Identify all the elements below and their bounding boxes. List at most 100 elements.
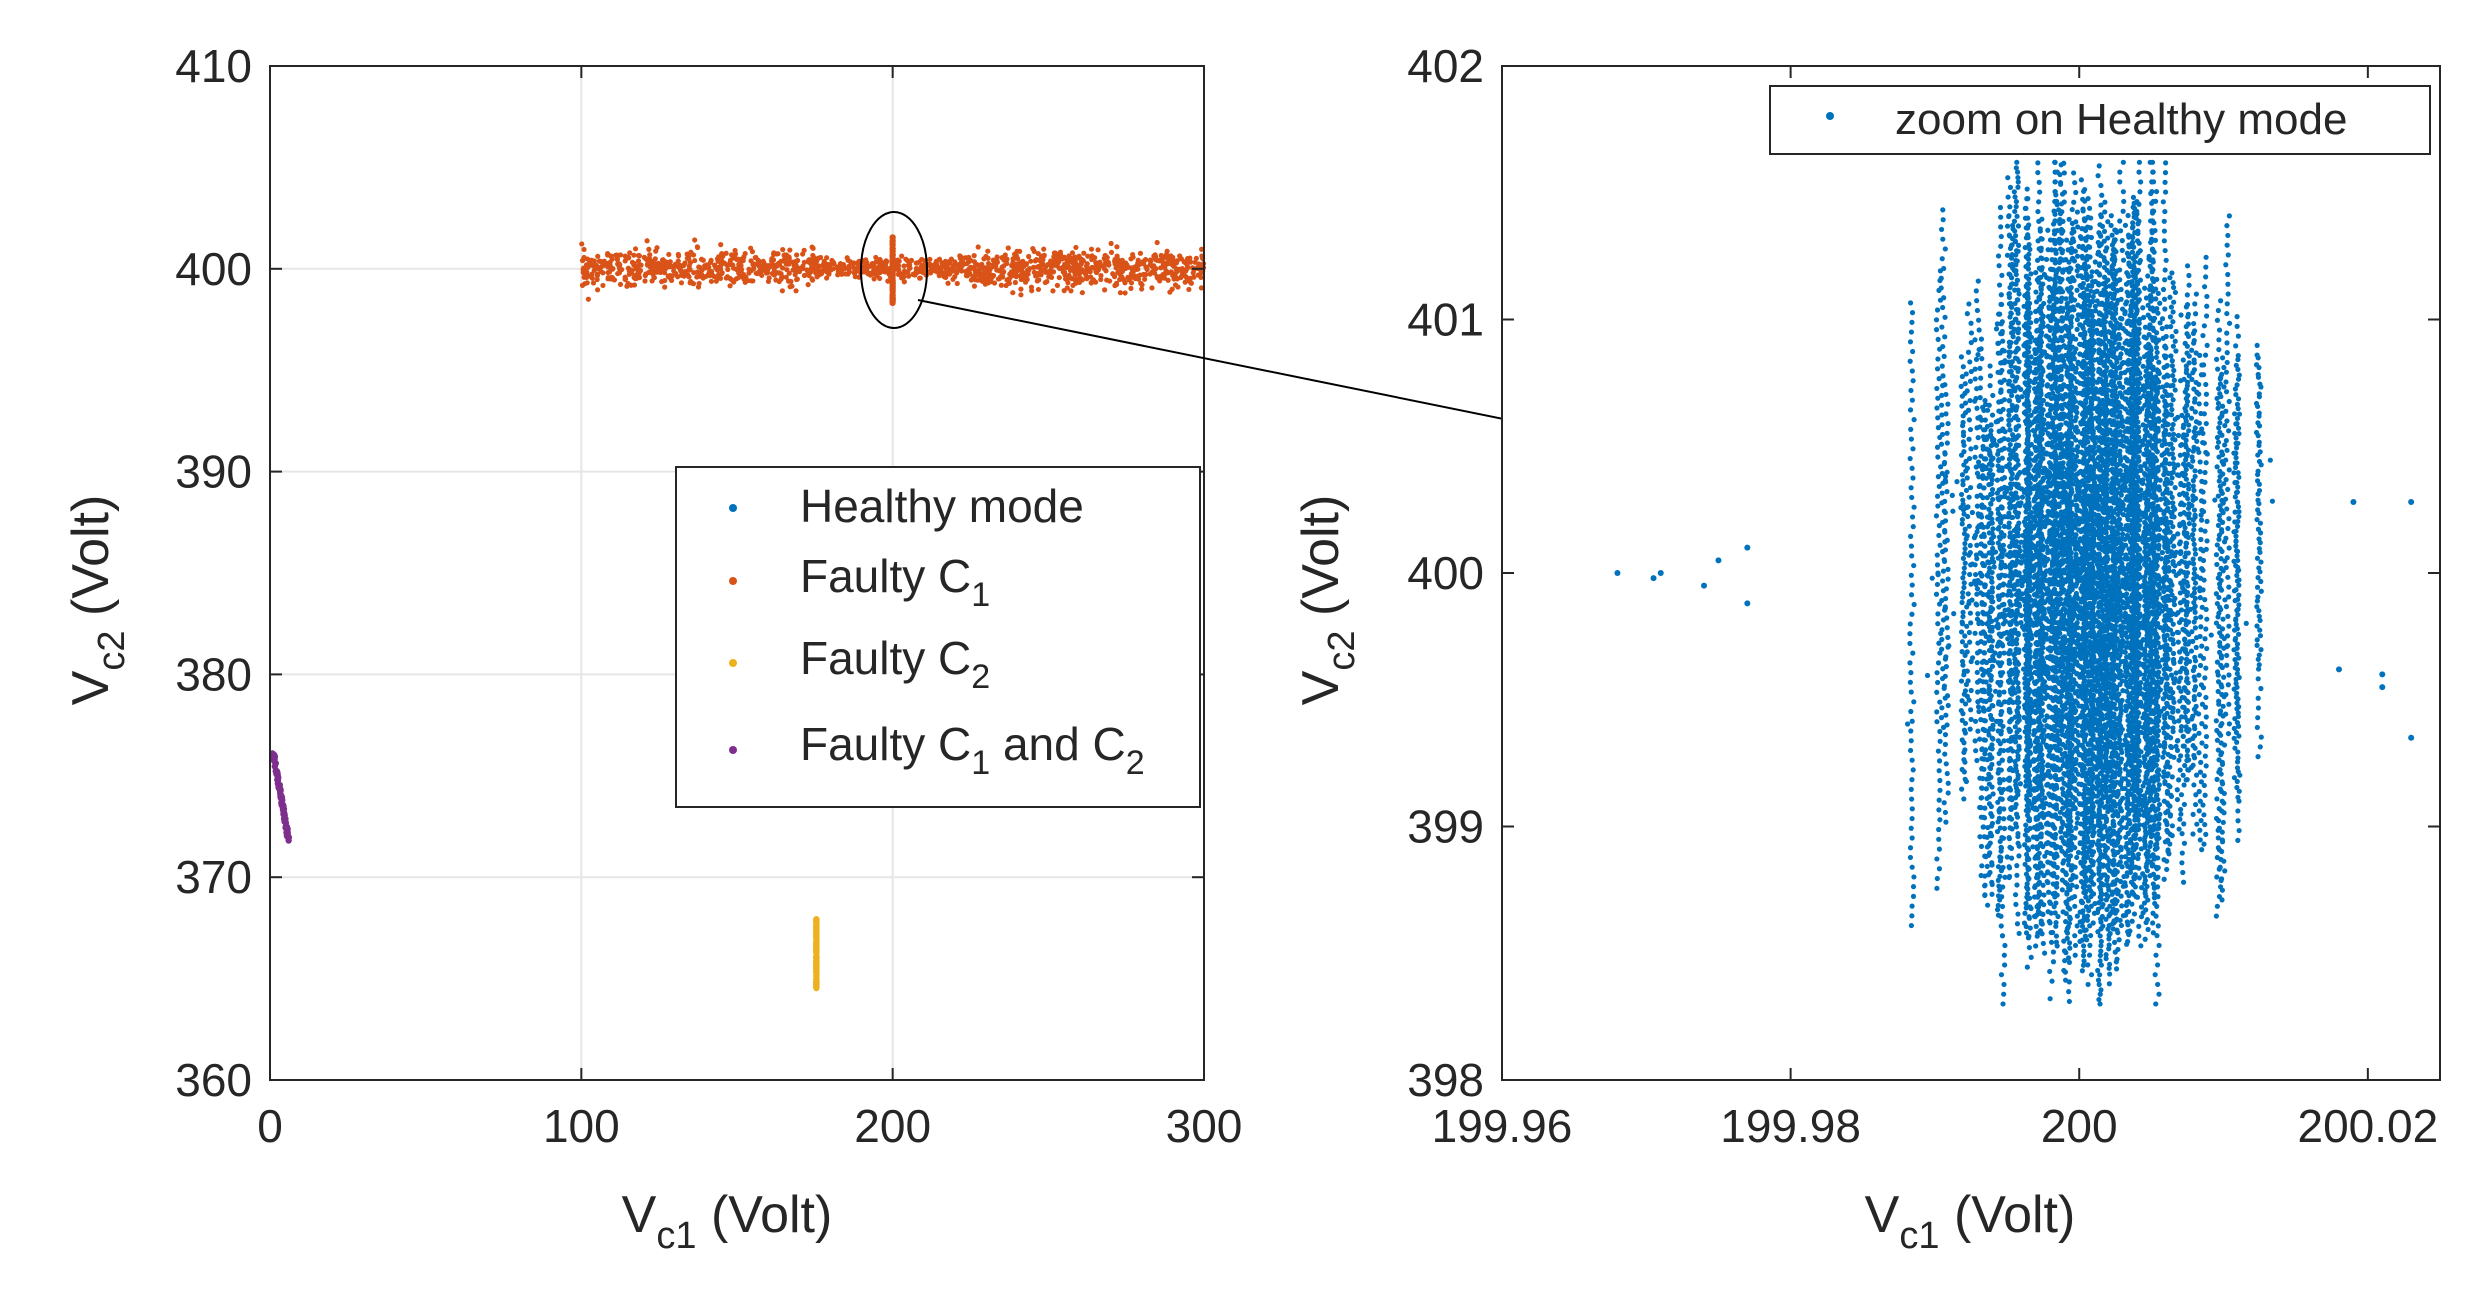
left-x-tick-label: 100 — [543, 1100, 620, 1152]
zoom-healthy-point — [1907, 679, 1913, 685]
zoom-healthy-point — [1977, 365, 1983, 371]
zoom-healthy-point — [1938, 715, 1945, 721]
faulty-c1-point — [742, 250, 748, 257]
zoom-healthy-point — [1962, 546, 1968, 552]
zoom-healthy-point — [2156, 438, 2162, 444]
zoom-healthy-point — [1998, 923, 2004, 929]
faulty-c1-point — [809, 277, 816, 283]
faulty-c1-point — [1062, 276, 1069, 282]
zoom-healthy-point — [2014, 159, 2020, 165]
zoom-healthy-point — [1941, 353, 1947, 359]
faulty-c1-point — [766, 275, 772, 281]
healthy-overlap-point — [889, 237, 896, 244]
faulty-c1-c2-point — [279, 801, 287, 809]
zoom-healthy-point — [2169, 426, 2175, 432]
legend-marker-faulty-c1 — [729, 577, 737, 585]
left-y-tick-label: 400 — [175, 243, 252, 295]
faulty-c1-point — [1153, 254, 1159, 260]
zoom-healthy-point — [2156, 359, 2162, 365]
zoom-healthy-point — [1961, 727, 1968, 733]
zoom-healthy-point — [2024, 964, 2030, 970]
zoom-healthy-point — [2154, 866, 2160, 872]
faulty-c1-point — [971, 283, 978, 289]
zoom-healthy-point — [2234, 739, 2240, 745]
zoom-healthy-point — [1909, 835, 1915, 841]
faulty-c1-point — [1147, 271, 1153, 277]
zoom-healthy-point — [1908, 708, 1914, 715]
faulty-c1-point — [644, 262, 651, 268]
zoom-healthy-point — [2080, 943, 2087, 949]
zoom-healthy-point — [2155, 398, 2161, 405]
faulty-c1-point — [1160, 271, 1166, 277]
faulty-c2-point — [813, 984, 820, 992]
zoom-healthy-point — [1960, 594, 1966, 600]
zoom-healthy-point — [2203, 420, 2209, 427]
zoom-healthy-point — [1958, 678, 1965, 684]
zoom-healthy-point — [1910, 348, 1916, 355]
zoom-healthy-point — [2087, 942, 2093, 948]
faulty-c1-point — [1173, 260, 1180, 266]
zoom-healthy-point — [1908, 436, 1914, 442]
zoom-healthy-point — [2169, 406, 2175, 413]
zoom-healthy-point — [1958, 491, 1965, 498]
zoom-healthy-point — [1939, 490, 1945, 496]
faulty-c1-point — [688, 249, 694, 255]
faulty-c2-point — [813, 939, 820, 947]
faulty-c1-point — [632, 246, 639, 252]
left-x-label-tail: (Volt) — [697, 1186, 833, 1244]
faulty-c1-point — [779, 273, 785, 280]
faulty-c1-point — [685, 272, 691, 278]
faulty-c1-point — [692, 257, 698, 264]
faulty-c1-point — [610, 276, 616, 282]
zoom-healthy-point — [2172, 289, 2179, 296]
faulty-c1-point — [899, 253, 905, 259]
zoom-healthy-point — [1959, 698, 1965, 704]
zoom-healthy-point — [2138, 904, 2145, 910]
zoom-healthy-point — [1908, 592, 1915, 598]
faulty-c1-point — [986, 266, 992, 272]
faulty-c1-point — [1128, 256, 1134, 262]
faulty-c1-point — [824, 255, 830, 261]
faulty-c1-point — [629, 267, 635, 274]
faulty-c1-point — [1113, 265, 1119, 271]
zoom-healthy-point — [2011, 189, 2017, 195]
zoom-healthy-point — [2037, 189, 2043, 195]
zoom-healthy-point — [1909, 310, 1916, 316]
zoom-healthy-point — [1961, 565, 1967, 571]
faulty-c1-point — [996, 276, 1002, 282]
faulty-c1-point — [1089, 253, 1095, 259]
zoom-healthy-point — [2013, 199, 2019, 205]
faulty-c1-point — [1196, 261, 1202, 267]
faulty-c1-point — [1142, 276, 1148, 282]
faulty-c1-point — [1012, 270, 1018, 277]
zoom-healthy-point — [1962, 776, 1968, 782]
zoom-healthy-point — [1908, 572, 1914, 578]
faulty-c1-point — [950, 276, 956, 282]
faulty-c1-point — [1003, 256, 1010, 262]
faulty-c1-point — [934, 262, 940, 268]
zoom-healthy-point — [2001, 952, 2007, 958]
zoom-healthy-point — [2177, 753, 2184, 759]
faulty-c1-point — [1137, 272, 1143, 278]
faulty-c1-point — [581, 246, 587, 253]
faulty-c1-point — [627, 250, 633, 256]
zoom-healthy-point — [1911, 504, 1917, 510]
zoom-healthy-point — [1907, 660, 1913, 666]
faulty-c1-point — [1042, 264, 1049, 270]
zoom-healthy-point — [1959, 472, 1966, 478]
zoom-healthy-point — [2201, 323, 2207, 329]
faulty-c1-point — [1048, 274, 1055, 281]
zoom-healthy-point — [1909, 368, 1915, 374]
zoom-healthy-point — [2233, 533, 2239, 539]
faulty-c1-point — [1168, 269, 1174, 275]
faulty-c1-point — [759, 264, 765, 270]
zoom-healthy-point — [1907, 300, 1914, 306]
zoom-healthy-point — [2083, 894, 2089, 900]
zoom-healthy-point — [1908, 426, 1914, 432]
zoom-healthy-point — [2181, 821, 2187, 827]
zoom-healthy-point — [2236, 827, 2242, 834]
zoom-healthy-point — [1959, 717, 1965, 723]
faulty-c1-point — [594, 271, 601, 277]
zoom-healthy-point — [1962, 633, 1968, 639]
